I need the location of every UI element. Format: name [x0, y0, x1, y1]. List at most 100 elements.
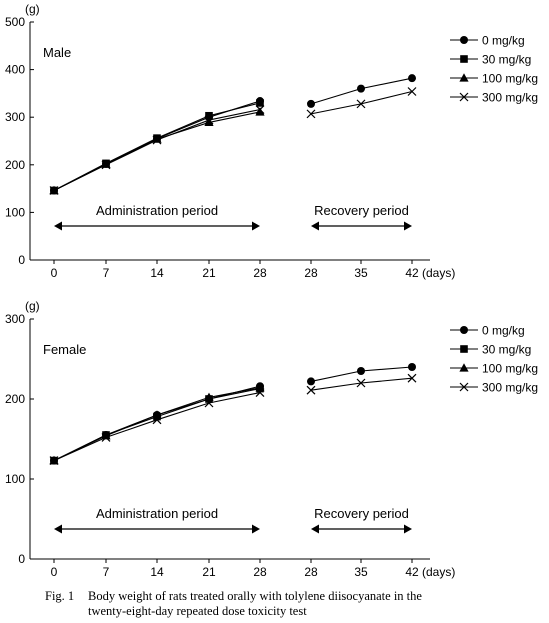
panel-2-series-4-administration-point-3-shape-b	[152, 415, 162, 425]
panel-2-legend-item-1-label: 0 mg/kg	[482, 324, 525, 338]
panel-1-series-1-recovery-point-1	[307, 99, 315, 108]
panel-2-series-4-administration-point-5-shape-b	[255, 388, 265, 398]
panel-2-period-1-label: Administration period	[96, 506, 218, 521]
panel-2-series-1-recovery-point-1-shape	[307, 377, 315, 386]
panel-1-y-tick-label-5: 500	[5, 15, 25, 29]
panel-1-period-2-label: Recovery period	[314, 203, 409, 218]
panel-1-series-4-administration-point-1-shape-b	[49, 186, 59, 195]
panel-1-x-tick-label-3: 21	[202, 266, 216, 280]
panel-2-x-tick-label-1: 7	[103, 565, 110, 579]
panel-2-period-2-arrowhead-right	[404, 524, 412, 534]
panel-2-series-3-administration-point-5	[255, 383, 265, 392]
panel-1-series-4-administration-point-4-shape-b	[204, 115, 214, 125]
panel-2-legend-item-3-marker	[459, 363, 469, 372]
panel-1-x-tick-label-1: 7	[103, 266, 110, 280]
panel-1-x-tick-label-5: 28	[304, 266, 318, 280]
panel-2-x-axis-label: (days)	[422, 565, 455, 579]
panel-2-series-4-recovery-point-1	[306, 385, 316, 395]
panel-2-x-tick-label-2: 14	[150, 565, 164, 579]
panel-1-period-2-arrowhead-left	[311, 221, 319, 231]
panel-1-series-1-recovery-point-2	[357, 84, 365, 93]
panel-1-legend-item-1-marker	[460, 36, 468, 44]
panel-1-legend-item-4-marker	[459, 92, 469, 102]
panel-2-legend-item-1-marker-shape	[460, 326, 468, 334]
panel-2-series-4-administration-point-3	[152, 415, 162, 425]
panel-1-series-4-recovery-point-2-shape-b	[356, 99, 366, 109]
panel-2-y-tick-label-2: 200	[5, 392, 25, 406]
caption-line-2: twenty-eight-day repeated dose toxicity …	[88, 604, 307, 618]
panel-1-legend-item-2-label: 30 mg/kg	[482, 53, 531, 67]
panel-1-legend-item-3-marker	[459, 73, 469, 82]
panel-2-legend-item-3-marker-shape	[459, 363, 469, 372]
panel-1-y-tick-label-3: 300	[5, 110, 25, 124]
panel-2-legend-item-2-marker-shape	[460, 345, 468, 353]
panel-2-legend-item-4-marker-shape-b	[459, 382, 469, 392]
panel-1-series-4-recovery-point-1	[306, 109, 316, 119]
panel-2-x-tick-label-3: 21	[202, 565, 216, 579]
panel-1-series-4-administration-line	[53, 109, 261, 191]
panel-1-series-4-administration-point-3	[152, 135, 162, 145]
panel-1-period-1-arrowhead-left	[54, 221, 62, 231]
panel-2-x-tick-label-4: 28	[253, 565, 267, 579]
panel-2-y-tick-label-1: 100	[5, 472, 25, 486]
panel-1-series-1-recovery-point-3-shape	[408, 74, 416, 83]
panel-2-x-tick-label-7: 42	[405, 565, 419, 579]
panel-1-legend-item-2-marker	[460, 55, 468, 63]
panel-1-legend-item-3-marker-shape	[459, 73, 469, 82]
panel-1-series-4-administration-point-2-shape-b	[101, 160, 111, 170]
panel-1-y-tick-label-0: 0	[18, 253, 25, 267]
panel-1-series-1-recovery-point-3	[408, 74, 416, 83]
panel-2-period-1-arrowhead-right	[252, 524, 260, 534]
panel-2-series-4-recovery-point-3-shape-b	[407, 373, 417, 383]
panel-2-legend-item-3-label: 100 mg/kg	[482, 362, 538, 376]
panel-2-series-3-administration-point-4	[204, 392, 214, 401]
panel-2-series-4-recovery-point-1-shape-b	[306, 385, 316, 395]
panel-2-series-4-recovery-point-2	[356, 378, 366, 388]
panel-1-series-3-administration-point-4	[204, 117, 214, 127]
panel-1-y-tick-label-2: 200	[5, 158, 25, 172]
panel-1-period-1-arrowhead-right	[252, 221, 260, 231]
panel-1-series-4-recovery-point-2	[356, 99, 366, 109]
panel-2-legend-item-1-marker	[460, 326, 468, 334]
panel-1-legend-item-4-marker-shape-b	[459, 92, 469, 102]
panel-2-series-4-administration-point-1	[49, 456, 59, 466]
panel-2-series-3-administration-point-3-shape	[152, 410, 162, 419]
panel-1-period-1-label: Administration period	[96, 203, 218, 218]
panel-2-series-4-recovery-point-3	[407, 373, 417, 383]
panel-1-series-2-administration-point-5-shape	[256, 99, 264, 107]
panel-1-series-3-administration-line	[53, 111, 261, 191]
panel-1-series-4-recovery-point-1-shape-b	[306, 109, 316, 119]
panel-2-series-1-administration-line	[53, 385, 261, 462]
panel-1-y-axis-label: (g)	[25, 2, 40, 16]
panel-1-x-tick-label-7: 42	[405, 266, 419, 280]
panel-2-legend-item-4-label: 300 mg/kg	[482, 381, 538, 395]
panel-2-period-2-label: Recovery period	[314, 506, 409, 521]
panel-2-period-2-arrowhead-left	[311, 524, 319, 534]
panel-2-legend-item-4-marker	[459, 382, 469, 392]
panel-2-series-1-recovery-point-2	[357, 367, 365, 375]
panel-2-series-4-recovery-point-2-shape-b	[356, 378, 366, 388]
panel-2-series-3-administration-point-2	[101, 431, 111, 440]
panel-2-series-4-administration-point-4	[204, 398, 214, 408]
panel-2-legend-item-2-label: 30 mg/kg	[482, 343, 531, 357]
panel-1-series-4-recovery-point-3	[407, 87, 417, 96]
panel-2-x-tick-label-5: 28	[304, 565, 318, 579]
panel-1-series-3-administration-point-5-shape	[255, 107, 265, 116]
panel-1-legend-item-2-marker-shape	[460, 55, 468, 63]
panel-2-series-1-recovery-point-3-shape	[408, 363, 416, 371]
caption-label: Fig. 1	[45, 589, 75, 603]
panel-2-y-axis-label: (g)	[25, 299, 40, 313]
panel-1-series-1-recovery-point-2-shape	[357, 84, 365, 93]
panel-2-y-tick-label-0: 0	[18, 552, 25, 566]
panel-2-panel-label: Female	[43, 342, 86, 357]
panel-2-series-4-administration-point-2	[101, 432, 111, 442]
panel-2-y-tick-label-3: 300	[5, 312, 25, 326]
panel-1-series-2-administration-point-5	[256, 99, 264, 107]
panel-1-period-2-arrowhead-right	[404, 221, 412, 231]
panel-1-x-tick-label-4: 28	[253, 266, 267, 280]
figure-caption: Fig. 1 Body weight of rats treated orally…	[45, 589, 545, 619]
panel-1-y-tick-label-1: 100	[5, 205, 25, 219]
panel-1-series-4-recovery-point-3-shape-b	[407, 87, 417, 96]
panel-2-x-tick-label-6: 35	[354, 565, 368, 579]
panel-1-series-2-administration-point-4	[205, 111, 213, 120]
